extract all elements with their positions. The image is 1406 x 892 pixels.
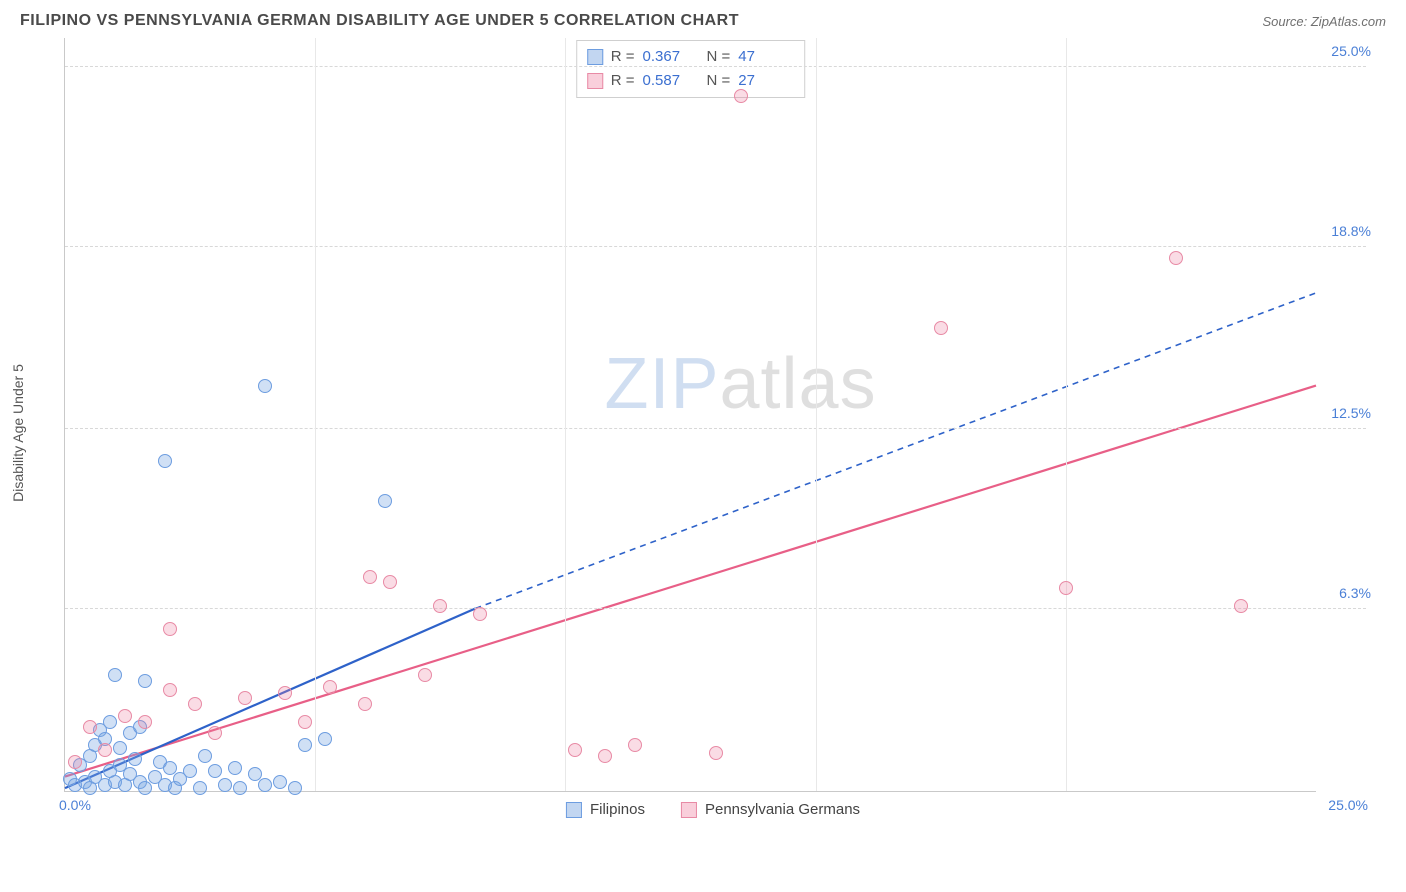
regression-lines — [65, 38, 1316, 791]
data-point-pagermans — [1169, 251, 1183, 265]
y-axis-label: Disability Age Under 5 — [10, 364, 26, 502]
source-attribution: Source: ZipAtlas.com — [1262, 14, 1386, 29]
x-axis-max-label: 25.0% — [1328, 797, 1368, 813]
legend-label-pagermans: Pennsylvania Germans — [705, 801, 860, 818]
data-point-pagermans — [418, 668, 432, 682]
data-point-filipinos — [288, 781, 302, 795]
gridline-vertical — [1066, 38, 1067, 791]
chart-title: FILIPINO VS PENNSYLVANIA GERMAN DISABILI… — [20, 12, 739, 30]
data-point-pagermans — [363, 570, 377, 584]
data-point-filipinos — [138, 781, 152, 795]
data-point-filipinos — [208, 764, 222, 778]
data-point-pagermans — [1234, 599, 1248, 613]
data-point-pagermans — [298, 715, 312, 729]
data-point-pagermans — [323, 680, 337, 694]
swatch-pink-icon — [587, 73, 603, 89]
data-point-filipinos — [258, 379, 272, 393]
stats-row-pagermans: R = 0.587 N = 27 — [587, 69, 795, 93]
data-point-filipinos — [158, 454, 172, 468]
legend-label-filipinos: Filipinos — [590, 801, 645, 818]
data-point-filipinos — [103, 715, 117, 729]
r-value-pink: 0.587 — [643, 69, 699, 93]
n-value-pink: 27 — [738, 69, 794, 93]
data-point-pagermans — [568, 743, 582, 757]
data-point-pagermans — [598, 749, 612, 763]
data-point-filipinos — [218, 778, 232, 792]
data-point-pagermans — [238, 691, 252, 705]
r-label: R = — [611, 69, 635, 93]
data-point-filipinos — [233, 781, 247, 795]
data-point-filipinos — [228, 761, 242, 775]
swatch-blue-icon — [587, 49, 603, 65]
data-point-filipinos — [273, 775, 287, 789]
gridline-horizontal — [65, 66, 1366, 67]
gridline-vertical — [565, 38, 566, 791]
gridline-vertical — [315, 38, 316, 791]
data-point-pagermans — [278, 686, 292, 700]
data-point-pagermans — [473, 607, 487, 621]
gridline-vertical — [816, 38, 817, 791]
data-point-filipinos — [113, 741, 127, 755]
source-name: ZipAtlas.com — [1311, 14, 1386, 29]
data-point-pagermans — [383, 575, 397, 589]
data-point-filipinos — [128, 752, 142, 766]
data-point-pagermans — [433, 599, 447, 613]
x-axis-min-label: 0.0% — [59, 797, 91, 813]
data-point-pagermans — [188, 697, 202, 711]
data-point-pagermans — [118, 709, 132, 723]
data-point-filipinos — [138, 674, 152, 688]
data-point-pagermans — [83, 720, 97, 734]
gridline-horizontal — [65, 608, 1366, 609]
data-point-pagermans — [734, 89, 748, 103]
data-point-pagermans — [138, 715, 152, 729]
data-point-pagermans — [358, 697, 372, 711]
data-point-pagermans — [68, 755, 82, 769]
data-point-pagermans — [934, 321, 948, 335]
y-tick-label: 12.5% — [1331, 405, 1371, 421]
data-point-pagermans — [1059, 581, 1073, 595]
swatch-blue-icon — [566, 802, 582, 818]
data-point-pagermans — [628, 738, 642, 752]
y-tick-label: 18.8% — [1331, 223, 1371, 239]
legend: Filipinos Pennsylvania Germans — [566, 801, 860, 818]
plot-region: ZIPatlas R = 0.367 N = 47 R = 0.587 N = … — [64, 38, 1316, 792]
chart-area: Disability Age Under 5 ZIPatlas R = 0.36… — [50, 38, 1376, 828]
data-point-pagermans — [163, 622, 177, 636]
legend-item-filipinos: Filipinos — [566, 801, 645, 818]
data-point-filipinos — [193, 781, 207, 795]
data-point-filipinos — [198, 749, 212, 763]
data-point-filipinos — [258, 778, 272, 792]
y-tick-label: 6.3% — [1339, 585, 1371, 601]
n-label: N = — [707, 69, 731, 93]
data-point-pagermans — [709, 746, 723, 760]
data-point-filipinos — [183, 764, 197, 778]
data-point-filipinos — [298, 738, 312, 752]
data-point-filipinos — [108, 668, 122, 682]
data-point-pagermans — [98, 743, 112, 757]
source-prefix: Source: — [1262, 14, 1310, 29]
gridline-horizontal — [65, 246, 1366, 247]
data-point-filipinos — [378, 494, 392, 508]
stats-box: R = 0.367 N = 47 R = 0.587 N = 27 — [576, 40, 806, 98]
y-tick-label: 25.0% — [1331, 43, 1371, 59]
data-point-filipinos — [163, 761, 177, 775]
legend-item-pagermans: Pennsylvania Germans — [681, 801, 860, 818]
gridline-horizontal — [65, 428, 1366, 429]
swatch-pink-icon — [681, 802, 697, 818]
data-point-pagermans — [163, 683, 177, 697]
data-point-filipinos — [248, 767, 262, 781]
data-point-pagermans — [208, 726, 222, 740]
data-point-filipinos — [318, 732, 332, 746]
